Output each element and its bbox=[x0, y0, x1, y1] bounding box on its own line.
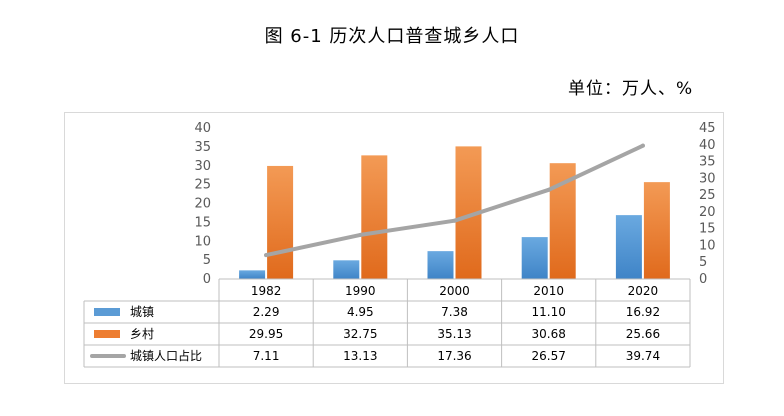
y-left-tick-label: 30 bbox=[194, 159, 211, 174]
bar-urban bbox=[333, 260, 360, 279]
y-left-tick-label: 40 bbox=[194, 121, 211, 136]
data-label: 2.29 bbox=[253, 305, 280, 319]
urban-share-point bbox=[452, 218, 457, 223]
y-right-tick-label: 35 bbox=[699, 155, 716, 170]
data-label: 13.13 bbox=[343, 349, 377, 363]
x-category-label: 1982 bbox=[251, 284, 282, 298]
data-label: 30.68 bbox=[532, 327, 566, 341]
unit-label: 单位：万人、% bbox=[568, 79, 694, 99]
legend-label: 城镇 bbox=[130, 305, 154, 319]
data-label: 29.95 bbox=[249, 327, 283, 341]
y-right-tick-label: 15 bbox=[699, 222, 716, 237]
y-right-tick-label: 20 bbox=[699, 205, 716, 220]
y-right-tick-label: 40 bbox=[699, 138, 716, 153]
y-left-tick-label: 10 bbox=[194, 234, 211, 249]
urban-share-point bbox=[640, 143, 645, 148]
bar-urban bbox=[521, 237, 548, 279]
x-category-label: 2020 bbox=[628, 284, 659, 298]
x-category-label: 1990 bbox=[345, 284, 376, 298]
bar-urban bbox=[239, 270, 266, 279]
data-label: 26.57 bbox=[532, 349, 566, 363]
legend-key-rural bbox=[94, 330, 120, 338]
urban-share-line bbox=[264, 143, 645, 258]
y-right-tick-label: 30 bbox=[699, 171, 716, 186]
bar-rural bbox=[361, 155, 388, 279]
chart-title: 图 6-1 历次人口普查城乡人口 bbox=[264, 26, 520, 47]
data-label: 11.10 bbox=[532, 305, 566, 319]
bar-rural bbox=[267, 165, 294, 279]
y-right-tick-label: 45 bbox=[699, 121, 716, 136]
data-label: 25.66 bbox=[626, 327, 660, 341]
y-left-tick-label: 25 bbox=[194, 178, 211, 193]
y-left-tick-label: 0 bbox=[203, 272, 211, 287]
urban-share-point bbox=[358, 232, 363, 237]
data-label: 35.13 bbox=[437, 327, 471, 341]
chart-area bbox=[64, 112, 724, 384]
y-left-tick-label: 20 bbox=[194, 197, 211, 212]
y-left-tick-label: 15 bbox=[194, 215, 211, 230]
data-label: 39.74 bbox=[626, 349, 660, 363]
legend-label: 城镇人口占比 bbox=[130, 348, 202, 363]
y-right-tick-label: 25 bbox=[699, 188, 716, 203]
data-label: 17.36 bbox=[437, 349, 471, 363]
data-label: 4.95 bbox=[347, 305, 374, 319]
y-left-tick-label: 5 bbox=[203, 253, 211, 268]
y-right-tick-label: 10 bbox=[699, 238, 716, 253]
y-left-tick-label: 35 bbox=[194, 140, 211, 155]
urban-share-point bbox=[546, 187, 551, 192]
legend-key-urban bbox=[94, 308, 120, 316]
legend-label: 乡村 bbox=[130, 327, 154, 341]
data-label: 32.75 bbox=[343, 327, 377, 341]
y-right-tick-label: 5 bbox=[699, 255, 707, 270]
x-category-label: 2010 bbox=[533, 284, 564, 298]
x-category-label: 2000 bbox=[439, 284, 470, 298]
data-label: 16.92 bbox=[626, 305, 660, 319]
bar-urban bbox=[615, 215, 642, 279]
data-label: 7.38 bbox=[441, 305, 468, 319]
bar-urban bbox=[427, 251, 454, 279]
bar-rural bbox=[643, 182, 670, 279]
urban-share-point bbox=[264, 253, 269, 258]
data-label: 7.11 bbox=[253, 349, 280, 363]
y-right-tick-label: 0 bbox=[699, 272, 707, 287]
